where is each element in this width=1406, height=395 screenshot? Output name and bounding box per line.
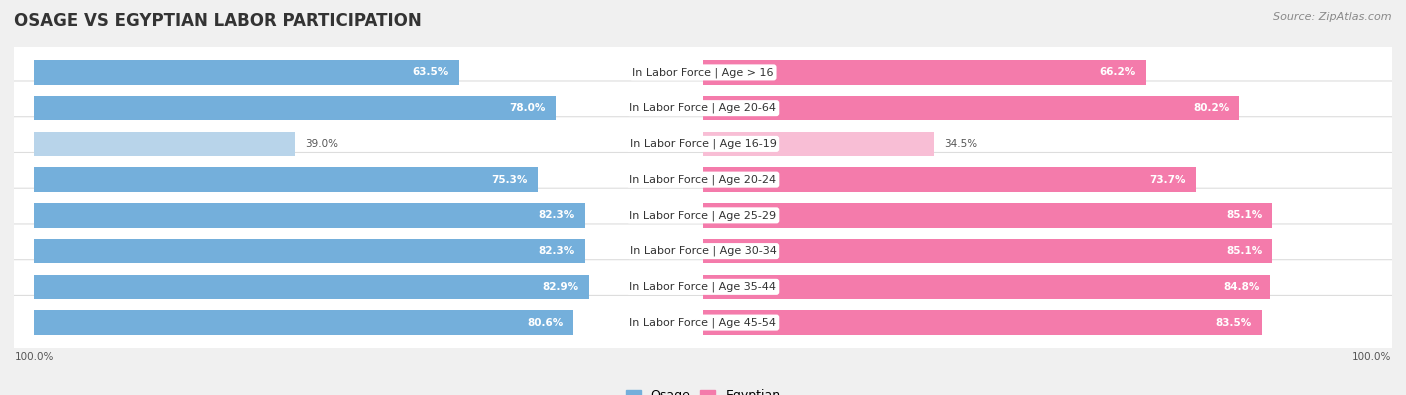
Text: 82.3%: 82.3% [538, 246, 575, 256]
Text: In Labor Force | Age 35-44: In Labor Force | Age 35-44 [630, 282, 776, 292]
Bar [703, 60, 1146, 85]
Text: In Labor Force | Age 30-34: In Labor Force | Age 30-34 [630, 246, 776, 256]
Bar [34, 239, 585, 263]
Bar [703, 275, 1270, 299]
FancyBboxPatch shape [13, 81, 1393, 135]
FancyBboxPatch shape [13, 117, 1393, 171]
Bar [34, 203, 585, 228]
Bar [703, 167, 1197, 192]
Text: 73.7%: 73.7% [1150, 175, 1185, 184]
Text: In Labor Force | Age 20-24: In Labor Force | Age 20-24 [630, 174, 776, 185]
FancyBboxPatch shape [13, 45, 1393, 100]
FancyBboxPatch shape [13, 260, 1393, 314]
Bar [703, 203, 1272, 228]
Text: In Labor Force | Age > 16: In Labor Force | Age > 16 [633, 67, 773, 78]
Text: 78.0%: 78.0% [509, 103, 546, 113]
Text: 39.0%: 39.0% [305, 139, 337, 149]
Text: OSAGE VS EGYPTIAN LABOR PARTICIPATION: OSAGE VS EGYPTIAN LABOR PARTICIPATION [14, 12, 422, 30]
Text: 66.2%: 66.2% [1099, 68, 1136, 77]
FancyBboxPatch shape [13, 188, 1393, 243]
FancyBboxPatch shape [13, 152, 1393, 207]
Text: 83.5%: 83.5% [1215, 318, 1251, 327]
Legend: Osage, Egyptian: Osage, Egyptian [620, 384, 786, 395]
Bar [703, 132, 934, 156]
Text: 63.5%: 63.5% [412, 68, 449, 77]
Text: 80.2%: 80.2% [1194, 103, 1229, 113]
Text: Source: ZipAtlas.com: Source: ZipAtlas.com [1274, 12, 1392, 22]
Text: 34.5%: 34.5% [943, 139, 977, 149]
Text: In Labor Force | Age 20-64: In Labor Force | Age 20-64 [630, 103, 776, 113]
Text: In Labor Force | Age 16-19: In Labor Force | Age 16-19 [630, 139, 776, 149]
Bar [34, 310, 574, 335]
Text: 82.3%: 82.3% [538, 211, 575, 220]
Bar [34, 167, 537, 192]
Bar [703, 310, 1261, 335]
Text: 80.6%: 80.6% [527, 318, 564, 327]
FancyBboxPatch shape [13, 224, 1393, 278]
Bar [34, 132, 295, 156]
Bar [34, 96, 555, 120]
Text: 85.1%: 85.1% [1226, 246, 1263, 256]
FancyBboxPatch shape [13, 295, 1393, 350]
Text: 82.9%: 82.9% [543, 282, 579, 292]
Text: 85.1%: 85.1% [1226, 211, 1263, 220]
Bar [34, 60, 458, 85]
Text: 84.8%: 84.8% [1223, 282, 1260, 292]
Bar [703, 96, 1240, 120]
Text: 75.3%: 75.3% [491, 175, 527, 184]
Text: In Labor Force | Age 25-29: In Labor Force | Age 25-29 [630, 210, 776, 221]
Bar [703, 239, 1272, 263]
Text: In Labor Force | Age 45-54: In Labor Force | Age 45-54 [630, 317, 776, 328]
Bar [34, 275, 589, 299]
